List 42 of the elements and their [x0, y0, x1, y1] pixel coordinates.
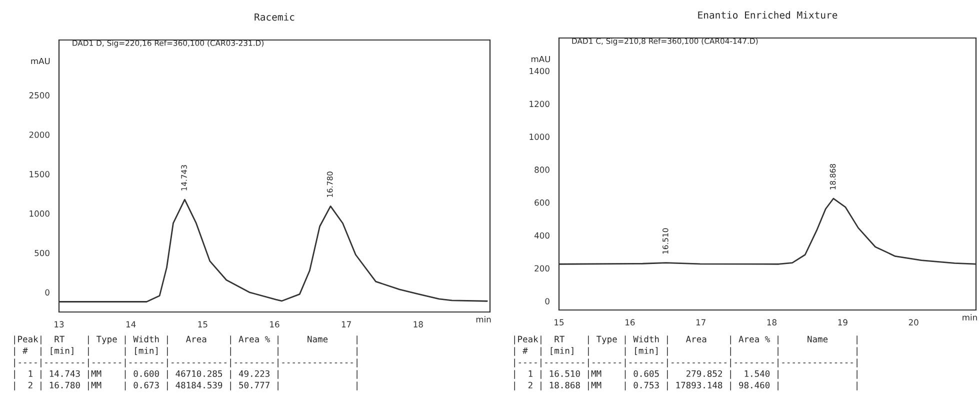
y-axis-title: mAU: [532, 56, 550, 62]
text: | # | [min] | | [min] | | | |: [14, 347, 358, 356]
x-tick-label: 16: [270, 321, 280, 328]
x-tick-label: 17: [342, 321, 351, 328]
x-axis-title: min: [962, 314, 977, 320]
x-tick-label: 18: [767, 319, 776, 326]
y-tick-label: 400: [534, 232, 550, 239]
x-tick-label: 17: [696, 319, 706, 326]
text: | 2 | 16.780 |MM | 0.673 | 48184.539 | 50.777 | |: [14, 382, 358, 390]
text: | # | [min] | | [min] | | | |: [514, 347, 858, 356]
text: | 1 | 16.510 |MM | 0.605 | 279.852 | 1.540 | |: [514, 370, 858, 379]
y-tick-label: 500: [34, 250, 50, 256]
text: |----|--------|------|-------|-----------|--------|--------------|: [514, 358, 858, 368]
text: |Peak| RT | Type | Width | Area | Area % | Name |: [514, 336, 858, 344]
chart-title: Racemic: [254, 13, 294, 21]
y-tick-label: 0: [45, 289, 50, 296]
y-tick-label: 0: [545, 298, 550, 304]
y-tick-label: 1400: [530, 68, 550, 74]
y-tick-label: 1000: [30, 210, 50, 217]
x-tick-label: 15: [554, 319, 564, 326]
y-tick-label: 200: [534, 265, 550, 272]
y-axis-title: mAU: [31, 58, 50, 64]
text: |Peak| RT | Type | Width | Area | Area % | Name |: [14, 336, 358, 344]
x-tick-label: 15: [198, 321, 208, 328]
y-tick-label: 2500: [29, 92, 50, 98]
chart-title: Enantio Enriched Mixture: [698, 11, 838, 19]
y-tick-label: 2000: [29, 132, 50, 138]
x-axis-title: min: [476, 316, 491, 322]
text: | 2 | 18.868 |MM | 0.753 | 17893.148 | 98.460 | |: [514, 382, 858, 390]
x-tick-label: 19: [838, 319, 848, 326]
x-tick-label: 14: [126, 321, 136, 328]
x-tick-label: 16: [626, 319, 635, 326]
y-tick-label: 1200: [530, 100, 550, 108]
y-tick-label: 600: [534, 199, 550, 206]
y-tick-label: 1000: [530, 134, 550, 140]
text: |----|--------|------|-------|-----------|--------|--------------|: [14, 358, 358, 368]
y-tick-label: 1500: [30, 171, 50, 178]
x-tick-label: 18: [414, 321, 423, 328]
y-tick-label: 800: [534, 166, 550, 173]
x-tick-label: 20: [908, 319, 918, 326]
x-tick-label: 13: [54, 321, 64, 328]
text: | 1 | 14.743 |MM | 0.600 | 46710.285 | 49.223 | |: [14, 370, 358, 379]
